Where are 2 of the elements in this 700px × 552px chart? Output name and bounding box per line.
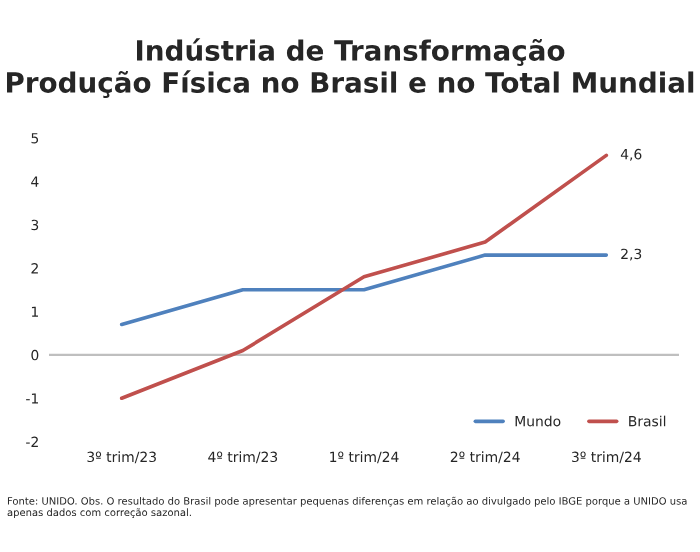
- line-series: [119, 153, 609, 401]
- chart-title: Indústria de Transformação Produção Física no Brasil e no Total Mundial: [7, 38, 694, 98]
